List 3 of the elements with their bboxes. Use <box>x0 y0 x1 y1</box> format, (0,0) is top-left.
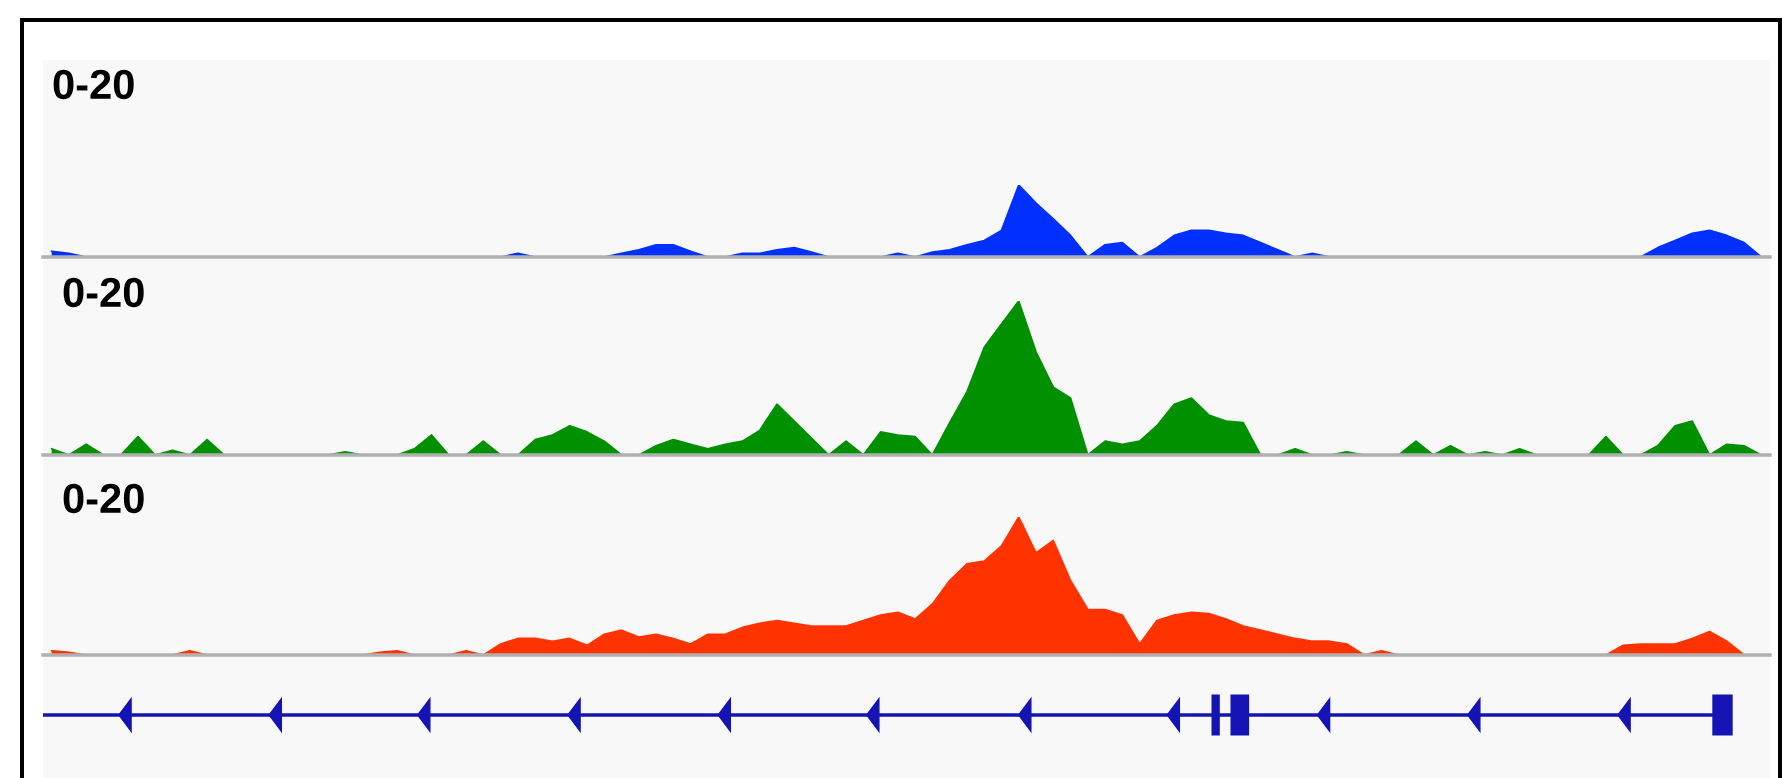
chart-title: 0-20 <box>63 483 144 514</box>
chart-title: 0-20 <box>63 277 144 308</box>
chart-title: 0-20 <box>53 69 134 100</box>
